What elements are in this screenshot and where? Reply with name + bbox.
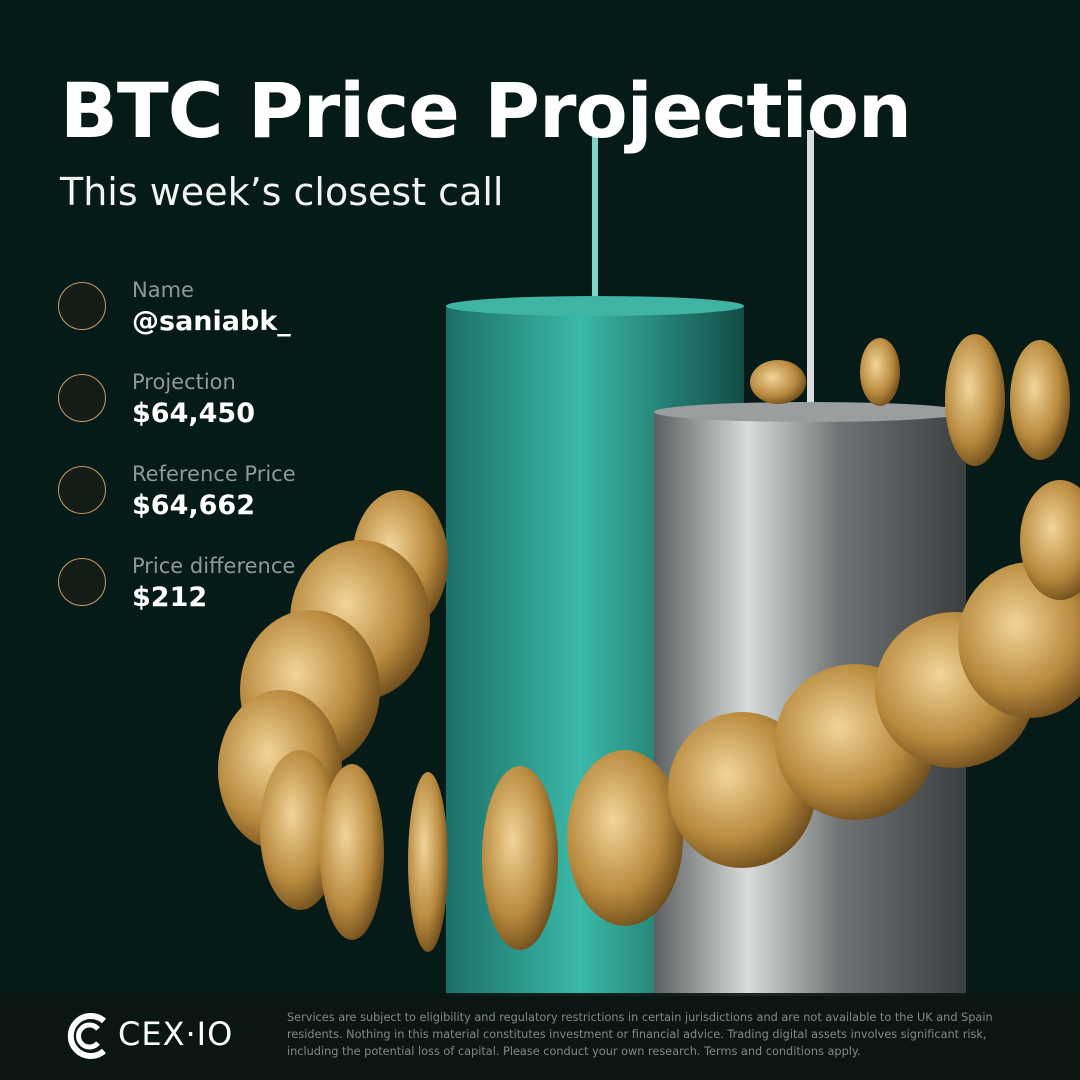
coin [408,772,448,952]
coins [218,334,1080,952]
coin [945,334,1005,466]
brand: CEX·IO [118,1015,234,1053]
coin [958,562,1080,718]
candle-top [654,402,966,422]
coin [260,750,340,910]
icon [58,374,106,422]
value: $64,450 [132,398,255,429]
wick [592,130,598,310]
wick [807,130,814,415]
coin [860,338,900,406]
disclaimer: Services are subject to eligibility and … [287,1011,993,1058]
title: BTC Price Projection [60,66,912,155]
subtitle: This week’s closest call [60,170,504,214]
icon [58,282,106,330]
coin [750,360,806,404]
icon [58,558,106,606]
value: $212 [132,582,208,613]
label: Projection [132,370,236,394]
label: Name [132,278,194,302]
label: Price difference [132,554,296,578]
logo [67,1013,106,1059]
coin [1020,480,1080,600]
footer: CEX·IO Services are subject to eligibili… [0,993,1080,1080]
coin [482,766,558,950]
coin [320,764,384,940]
icon [58,466,106,514]
value: @saniabk_ [132,306,291,337]
coin [1010,340,1070,460]
value: $64,662 [132,490,255,521]
label: Reference Price [132,462,296,486]
coin [567,750,683,926]
candle-top [446,296,744,316]
